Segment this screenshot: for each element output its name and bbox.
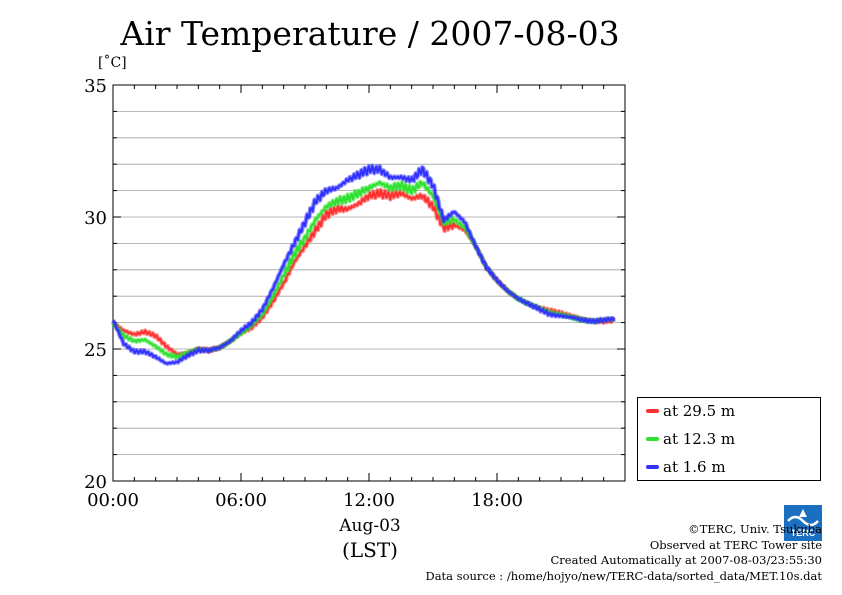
legend-swatch-12-3m: [646, 437, 659, 441]
credits-block: ©TERC, Univ. Tsukuba Observed at TERC To…: [425, 522, 822, 584]
x-tick-label-12: 12:00: [343, 490, 395, 511]
series-line-2: [112, 164, 616, 365]
x-axis-date-label: Aug-03: [339, 516, 401, 536]
x-tick-label-0: 00:00: [87, 490, 139, 511]
legend-swatch-29-5m: [646, 409, 659, 413]
x-tick-label-18: 18:00: [471, 490, 523, 511]
legend-item-12-3m: at 12.3 m: [646, 429, 735, 449]
legend-label-12-3m: at 12.3 m: [663, 430, 736, 448]
credits-created: Created Automatically at 2007-08-03/23:5…: [550, 553, 823, 567]
plot-frame: [112, 84, 626, 482]
legend-label-29-5m: at 29.5 m: [663, 402, 736, 420]
y-axis-unit: [˚C]: [98, 55, 127, 71]
y-tick-label-30: 30: [84, 208, 107, 229]
chart-title: Air Temperature / 2007-08-03: [120, 14, 620, 53]
y-tick-label-20: 20: [84, 472, 107, 493]
legend-label-1-6m: at 1.6 m: [663, 458, 726, 476]
x-tick-label-6: 06:00: [215, 490, 267, 511]
y-tick-label-25: 25: [84, 340, 107, 361]
legend-item-1-6m: at 1.6 m: [646, 457, 726, 477]
y-tick-label-35: 35: [84, 76, 107, 97]
legend: at 29.5 m at 12.3 m at 1.6 m: [637, 397, 821, 481]
legend-swatch-1-6m: [646, 465, 659, 469]
x-axis-timezone-label: (LST): [342, 538, 398, 562]
credits-copyright: ©TERC, Univ. Tsukuba: [688, 522, 822, 536]
terc-logo-text: TERC: [791, 528, 816, 538]
series-halo-0: [111, 187, 617, 357]
terc-logo-icon: TERC: [784, 505, 822, 541]
legend-item-29-5m: at 29.5 m: [646, 401, 735, 421]
credits-source: Data source : /home/hojyo/new/TERC-data/…: [425, 568, 822, 583]
series-line-0: [112, 188, 616, 356]
credits-site: Observed at TERC Tower site: [649, 537, 822, 552]
